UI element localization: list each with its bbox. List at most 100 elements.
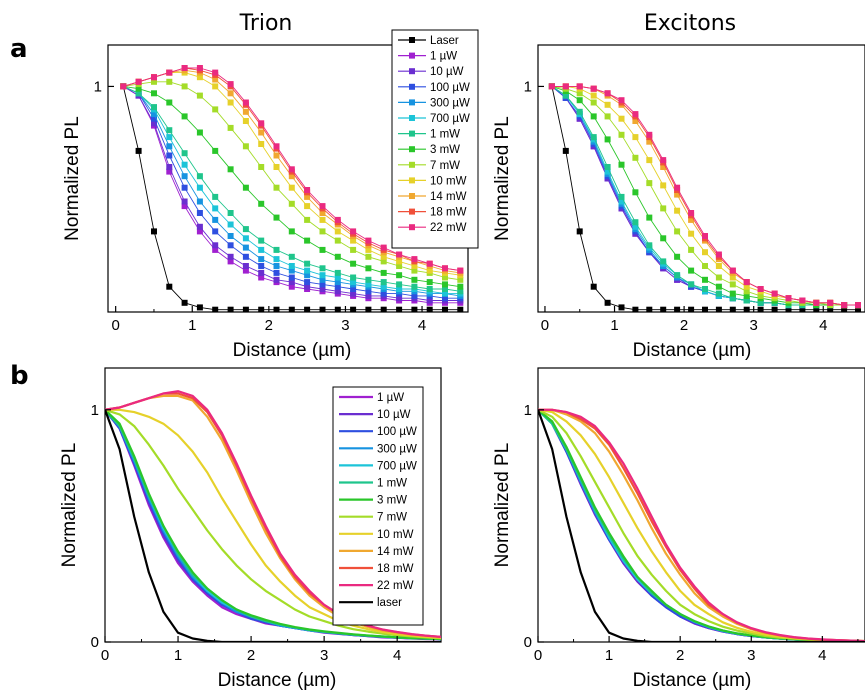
data-point xyxy=(576,83,583,90)
data-point xyxy=(688,246,695,253)
data-point xyxy=(365,306,372,312)
data-point xyxy=(135,90,142,97)
data-point xyxy=(618,131,625,138)
data-point xyxy=(396,272,403,279)
data-point xyxy=(350,260,357,267)
y-tick-label: 1 xyxy=(524,78,532,95)
data-point xyxy=(151,74,157,81)
data-point xyxy=(380,283,387,290)
data-point xyxy=(288,279,295,286)
data-point xyxy=(196,129,203,136)
data-point xyxy=(151,104,157,111)
data-point xyxy=(411,256,418,263)
data-point xyxy=(590,113,597,120)
data-point xyxy=(227,90,234,97)
data-point xyxy=(799,306,806,312)
series-line xyxy=(105,390,441,638)
x-tick-label: 2 xyxy=(247,647,255,664)
data-point xyxy=(196,223,203,230)
legend-label: 22 mW xyxy=(430,222,467,234)
data-point xyxy=(702,263,708,269)
data-point xyxy=(258,263,265,269)
data-point xyxy=(304,216,311,223)
data-point xyxy=(813,306,820,312)
data-point xyxy=(196,198,203,205)
series-line xyxy=(551,86,858,306)
data-point xyxy=(319,246,326,253)
data-point xyxy=(273,269,280,276)
legend-label: 700 µW xyxy=(377,460,417,472)
data-point xyxy=(212,228,219,235)
data-point xyxy=(350,228,357,235)
data-point xyxy=(442,286,448,292)
legend-marker xyxy=(409,115,415,121)
data-point xyxy=(273,152,280,159)
data-point xyxy=(396,251,403,258)
data-point xyxy=(166,69,173,76)
data-point xyxy=(604,136,611,143)
data-point xyxy=(396,295,403,302)
legend-marker xyxy=(409,224,415,231)
data-point xyxy=(334,283,341,290)
series-line xyxy=(538,408,865,642)
legend-marker xyxy=(409,52,415,59)
data-point xyxy=(660,157,667,164)
data-point xyxy=(426,279,433,286)
y-axis-label: Normalized PL xyxy=(59,443,80,568)
data-point xyxy=(457,288,464,295)
data-point xyxy=(242,235,249,242)
data-point xyxy=(632,154,639,161)
data-point xyxy=(212,106,219,113)
data-point xyxy=(365,288,372,295)
data-point xyxy=(227,233,234,239)
data-point xyxy=(702,286,708,292)
data-point xyxy=(227,258,234,265)
data-point xyxy=(288,166,295,173)
data-point xyxy=(688,281,695,288)
data-point xyxy=(334,269,341,276)
data-point xyxy=(618,198,625,205)
data-point xyxy=(135,147,142,154)
x-tick-label: 0 xyxy=(111,317,119,334)
data-point xyxy=(304,260,311,267)
data-point xyxy=(273,276,280,283)
x-tick-label: 1 xyxy=(174,647,182,664)
data-point xyxy=(855,302,861,309)
panel-letter-b: b xyxy=(10,361,29,391)
data-point xyxy=(166,134,173,141)
data-point xyxy=(135,85,142,92)
y-axis-label: Normalized PL xyxy=(62,116,83,241)
data-point xyxy=(151,120,157,127)
x-tick-label: 2 xyxy=(265,317,273,334)
y-axis-label: Normalized PL xyxy=(492,116,513,241)
chart-b-excitons: 0 1 2 3 4 0 1 Distance (µm) Normalized PL xyxy=(492,367,865,691)
data-point xyxy=(548,83,555,90)
series-line xyxy=(551,85,858,306)
legend-label: 300 µW xyxy=(430,97,470,109)
x-tick-label: 4 xyxy=(418,317,426,334)
data-point xyxy=(258,269,265,276)
data-point xyxy=(590,92,597,99)
legend-label: 1 µW xyxy=(377,392,404,404)
data-point xyxy=(151,90,157,97)
data-point xyxy=(288,306,295,312)
series-line xyxy=(105,408,441,639)
data-point xyxy=(227,166,234,173)
x-tick-label: 2 xyxy=(676,647,684,664)
x-tick-label: 0 xyxy=(101,647,109,664)
data-point xyxy=(743,279,750,286)
legend-label: 18 mW xyxy=(430,207,467,219)
legend-label: 14 mW xyxy=(377,546,414,558)
data-point xyxy=(380,290,387,297)
data-point xyxy=(350,286,357,292)
data-point xyxy=(442,295,448,302)
data-point xyxy=(242,244,249,251)
data-point xyxy=(632,118,639,124)
data-point xyxy=(618,97,625,104)
x-tick-label: 4 xyxy=(393,647,401,664)
data-point xyxy=(380,244,387,251)
data-point xyxy=(242,253,249,260)
data-point xyxy=(288,173,295,180)
data-point xyxy=(426,286,433,292)
data-point xyxy=(576,97,583,104)
